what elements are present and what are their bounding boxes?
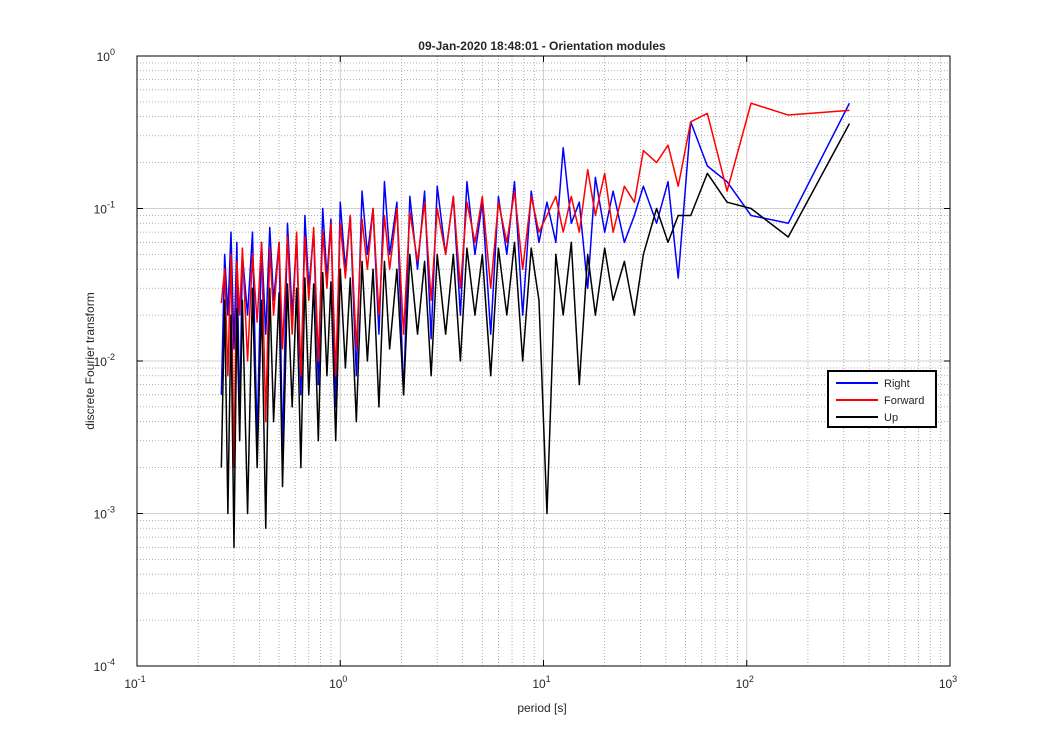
legend-label: Right (884, 378, 910, 390)
y-tick-label: 10-1 (94, 200, 115, 217)
x-tick-exponent: 2 (749, 674, 754, 684)
x-axis-label: period [s] (517, 701, 566, 715)
legend-label: Up (884, 412, 898, 424)
series-layer (220, 102, 851, 549)
y-tick-exponent: -1 (107, 200, 115, 210)
series-line-up (220, 123, 851, 549)
y-tick-label: 100 (97, 47, 115, 64)
y-tick-exponent: 0 (110, 47, 115, 57)
x-tick-label: 101 (532, 674, 550, 691)
minor-grid (137, 56, 950, 666)
y-tick-exponent: -4 (107, 657, 115, 667)
y-tick-exponent: -3 (107, 505, 115, 515)
x-tick-exponent: 0 (342, 674, 347, 684)
x-tick-label: 100 (329, 674, 347, 691)
y-tick-exponent: -2 (107, 352, 115, 362)
x-tick-label: 102 (736, 674, 754, 691)
legend: Right Forward Up (827, 370, 937, 428)
x-tick-label: 10-1 (124, 674, 145, 691)
x-tick-exponent: 3 (952, 674, 957, 684)
chart-title: 09-Jan-2020 18:48:01 - Orientation modul… (418, 39, 666, 53)
series-line-forward (220, 102, 850, 469)
series-line-right (220, 102, 851, 454)
y-axis-label: discrete Fourier transform (83, 292, 97, 429)
y-tick-label: 10-3 (94, 505, 115, 522)
x-tick-label: 103 (939, 674, 957, 691)
y-tick-label: 10-4 (94, 657, 115, 674)
legend-label: Forward (884, 395, 924, 407)
x-tick-exponent: 1 (546, 674, 551, 684)
x-tick-exponent: -1 (138, 674, 146, 684)
